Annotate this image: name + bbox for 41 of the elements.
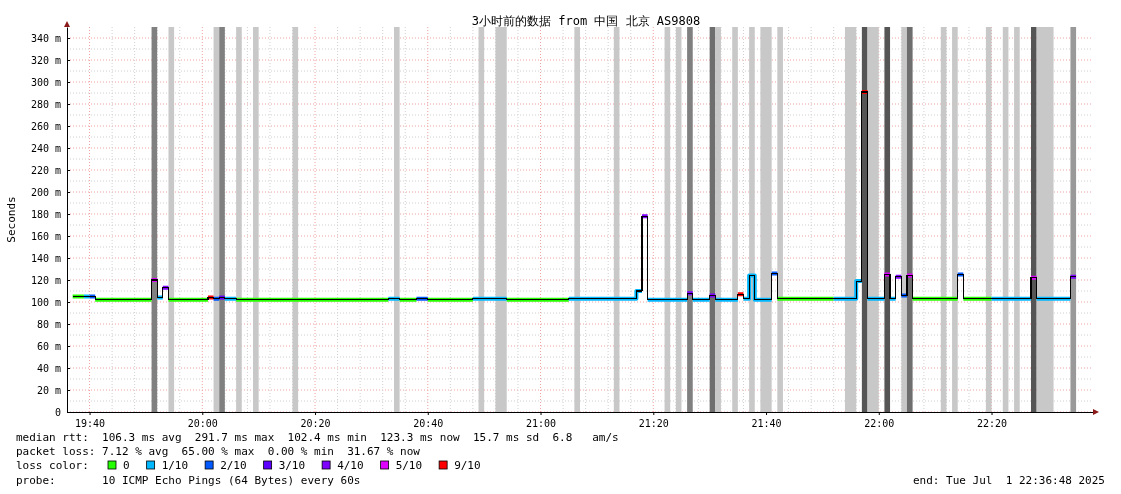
x-tick-label: 20:40: [413, 418, 444, 429]
x-tick-label: 21:20: [638, 418, 669, 429]
legend-label: 5/10: [395, 459, 423, 472]
y-tick-label: 180 m: [30, 208, 61, 220]
text: probe: 10 ICMP Echo Pings (64 Bytes) every 60s: [16, 474, 361, 487]
x-tick-label: 20:00: [187, 418, 218, 429]
x-tick-label: 21:40: [751, 418, 782, 429]
y-tick-label: 80 m: [36, 318, 61, 330]
y-tick-label: 120 m: [30, 274, 61, 286]
y-tick-label: 100 m: [30, 296, 61, 308]
legend-label: 9/10: [454, 459, 481, 472]
y-tick-label: 280 m: [30, 98, 61, 110]
y-tick-label: 160 m: [30, 230, 61, 242]
legend-label: 1/10: [161, 459, 189, 472]
legend-label: 3/10: [278, 459, 306, 472]
y-tick-label: 40 m: [36, 362, 61, 374]
legend-label: 2/10: [220, 459, 247, 472]
y-axis-title: Seconds: [5, 196, 18, 243]
x-tick-label: 19:40: [74, 418, 106, 429]
y-tick-label: 140 m: [30, 252, 61, 264]
y-tick-label: 200 m: [30, 186, 61, 198]
y-tick-label: 240 m: [30, 142, 61, 154]
text: end: Tue Jul 1 22:36:48 2025: [912, 474, 1105, 487]
x-tick-label: 20:20: [300, 418, 331, 429]
y-tick-label: 220 m: [30, 164, 61, 176]
y-tick-label: 0: [54, 406, 61, 418]
y-tick-label: 260 m: [30, 120, 61, 132]
legend-title: loss color:: [16, 459, 89, 472]
legend-label: 4/10: [337, 459, 364, 472]
legend-label: 0: [123, 459, 130, 472]
text: median rtt: 106.3 ms avg 291.7 ms max 102.4 ms min 123.3 ms now 15.7 ms sd 6.8 am/s: [16, 431, 619, 444]
y-tick-label: 300 m: [30, 76, 61, 88]
y-tick-label: 320 m: [30, 54, 61, 66]
x-tick-label: 22:00: [864, 418, 895, 429]
x-tick-label: 21:00: [525, 418, 557, 429]
x-tick-label: 22:20: [976, 418, 1008, 429]
y-tick-label: 20 m: [36, 384, 61, 396]
chart-title: 3小时前的数据 from 中国 北京 AS9808: [471, 14, 701, 28]
text: packet loss: 7.12 % avg 65.00 % max 0.00 % min 31.67 % now: [16, 445, 421, 458]
y-tick-label: 340 m: [30, 32, 61, 44]
y-tick-label: 60 m: [36, 340, 61, 352]
